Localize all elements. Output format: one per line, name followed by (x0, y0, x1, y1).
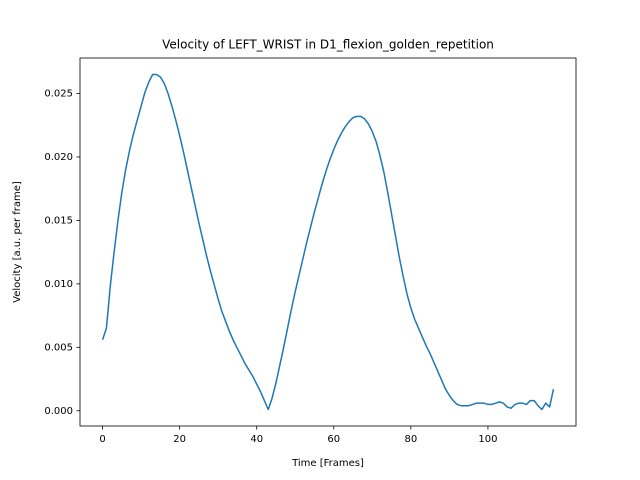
y-tick-label: 0.010 (44, 279, 73, 290)
x-axis-label: Time [Frames] (291, 458, 364, 469)
chart-title: Velocity of LEFT_WRIST in D1_flexion_gol… (162, 38, 494, 52)
data-line (101, 73, 555, 411)
y-axis-label: Velocity [a.u. per frame] (12, 181, 23, 303)
x-tick-label: 0 (99, 434, 105, 445)
x-tick-label: 60 (327, 434, 340, 445)
y-tick-label: 0.020 (44, 152, 73, 163)
y-tick-label: 0.000 (44, 406, 73, 417)
x-tick-label: 40 (250, 434, 263, 445)
axes-frame (79, 57, 577, 427)
y-tick-label: 0.005 (44, 342, 73, 353)
y-tick-label: 0.015 (44, 215, 73, 226)
x-tick-label: 100 (478, 434, 497, 445)
x-tick-label: 80 (404, 434, 417, 445)
y-tick-label: 0.025 (44, 89, 73, 100)
x-tick-label: 20 (173, 434, 186, 445)
